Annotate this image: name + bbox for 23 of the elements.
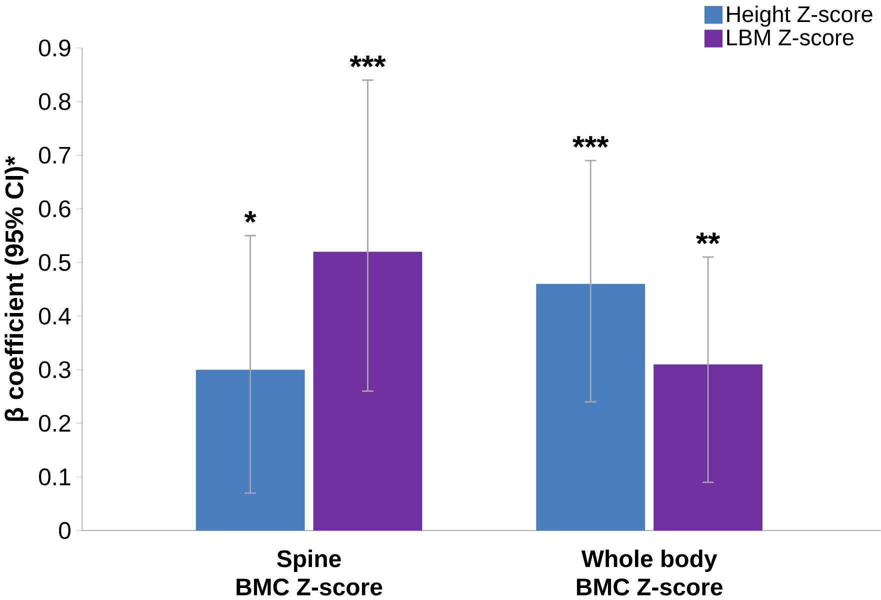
legend-label: Height Z-score [727,6,872,27]
y-axis-title: β coefficient (95% CI)* [4,156,28,421]
bar [654,364,762,530]
y-tick-label: 0 [59,522,70,539]
y-tick-label: 0.1 [38,468,70,486]
y-tick-label: 0.9 [38,39,70,56]
annotation: *** [572,136,609,148]
annotation: ** [696,232,720,244]
annotation: * [244,211,256,223]
bar [196,370,305,530]
y-tick-label: 0.5 [38,254,70,271]
bar [536,284,646,530]
legend-label: LBM Z-score [727,30,854,46]
y-tick-label: 0.8 [38,93,70,110]
bar [313,252,422,530]
x-tick-label: Spine BMC Z-score [236,550,382,596]
x-tick-label: Whole body BMC Z-score [576,550,722,596]
y-tick-label: 0.2 [38,414,70,432]
y-tick-label: 0.3 [38,361,70,378]
y-tick-label: 0.7 [38,146,70,164]
y-tick-label: 0.4 [38,307,71,324]
annotation: *** [350,56,386,68]
y-tick-label: 0.6 [38,200,70,218]
